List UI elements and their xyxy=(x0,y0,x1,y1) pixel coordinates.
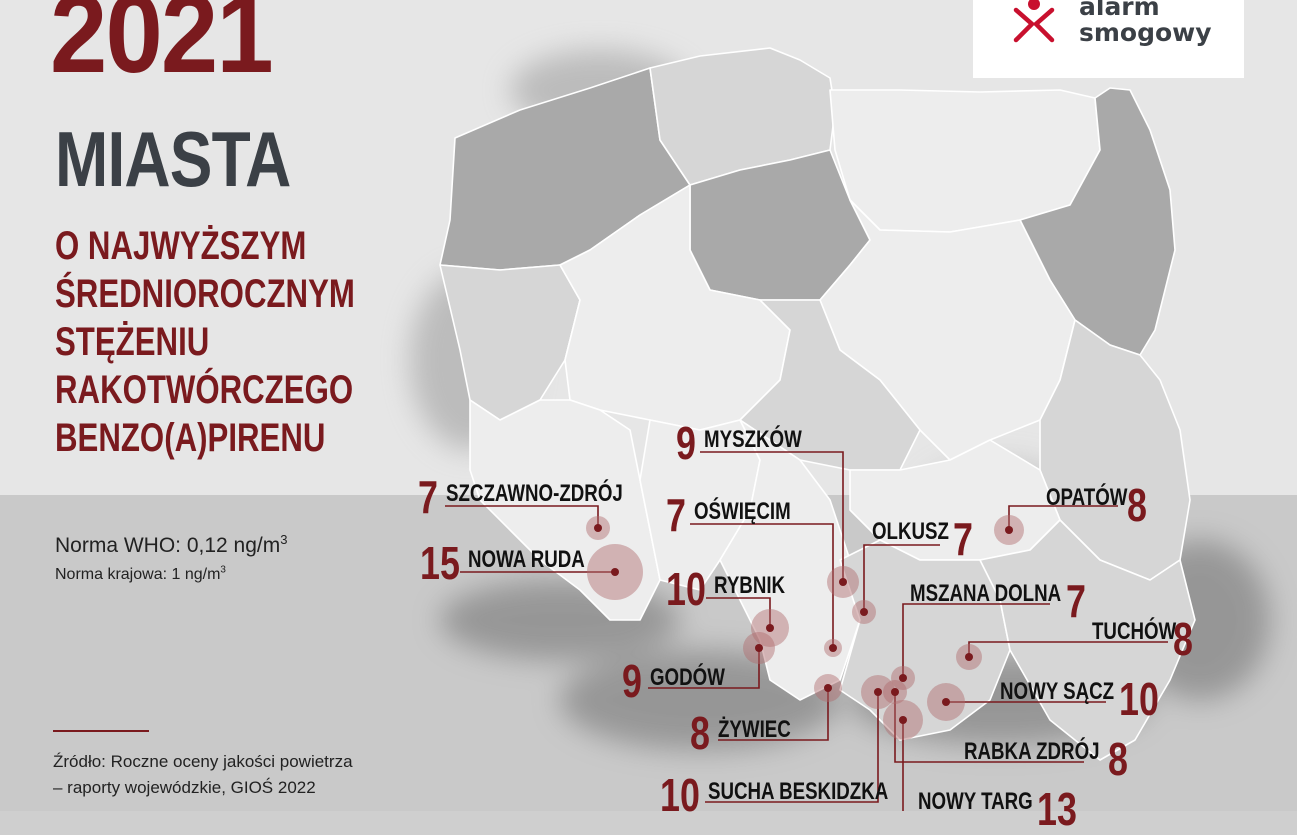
city-value: 9 xyxy=(676,417,696,469)
subtitle-line: RAKOTWÓRCZEGO xyxy=(55,368,354,412)
poland-map xyxy=(410,47,1270,811)
source-line: – raporty wojewódzkie, GIOŚ 2022 xyxy=(53,778,316,797)
city-name: ŻYWIEC xyxy=(718,716,791,743)
who-norm-text: Norma WHO: 0,12 ng/m xyxy=(55,534,281,557)
oswiecim-leader-line xyxy=(690,523,834,648)
region-slaskie xyxy=(719,419,861,701)
opatow-marker xyxy=(1005,526,1013,534)
national-norm-sup: 3 xyxy=(220,564,226,576)
city-name: NOWA RUDA xyxy=(468,546,585,573)
nowy-targ-marker xyxy=(899,716,907,724)
tuchow-marker xyxy=(965,653,973,661)
szczawno-zdroj-leader-line xyxy=(445,505,599,528)
logo-text: alarm smogowy xyxy=(1079,0,1212,47)
page-title: MIASTA xyxy=(55,115,291,203)
city-name: NOWY SĄCZ xyxy=(1000,678,1115,705)
subtitle: O NAJWYŻSZYM ŚREDNIOROCZNYM STĘŻENIU RAK… xyxy=(55,222,439,462)
logo: alarm smogowy xyxy=(973,0,1244,78)
subtitle-line: ŚREDNIOROCZNYM xyxy=(55,272,355,316)
city-value: 13 xyxy=(1036,783,1077,835)
region-podkarpackie xyxy=(979,519,1196,761)
city-value: 10 xyxy=(666,563,706,615)
source-divider xyxy=(53,730,149,732)
city-name: SZCZAWNO-ZDRÓJ xyxy=(446,480,623,507)
rybnik-marker xyxy=(766,624,774,632)
nowy-sacz-marker xyxy=(942,698,950,706)
city-name: SUCHA BESKIDZKA xyxy=(708,778,889,805)
region-pomorskie xyxy=(649,47,836,186)
subtitle-line: BENZO(A)PIRENU xyxy=(55,416,326,460)
city-name: OPATÓW xyxy=(1046,484,1128,511)
voivodeships xyxy=(439,47,1196,761)
city-name: OLKUSZ xyxy=(872,518,949,545)
sucha-beskidzka-leader-line xyxy=(705,692,879,803)
source-note: Źródło: Roczne oceny jakości powietrza –… xyxy=(53,749,433,801)
godow-marker xyxy=(755,644,763,652)
region-lubuskie xyxy=(439,264,581,421)
subtitle-line: O NAJWYŻSZYM xyxy=(55,224,307,268)
szczawno-zdroj-marker xyxy=(594,524,602,532)
mszana-dolna-leader-line xyxy=(902,603,1050,678)
opatow-leader-line xyxy=(1008,505,1118,530)
region-malopolskie xyxy=(839,539,1011,741)
city-name: RABKA ZDRÓJ xyxy=(964,738,1100,765)
city-name: TUCHÓW xyxy=(1092,618,1177,645)
city-value: 10 xyxy=(1118,673,1159,725)
city-value: 8 xyxy=(1173,613,1193,665)
rybnik-leader-line xyxy=(706,597,771,628)
godow-leader-line xyxy=(648,648,760,689)
leader-lines xyxy=(445,451,1168,811)
city-name: MYSZKÓW xyxy=(704,426,802,453)
zywiec-marker xyxy=(824,684,832,692)
city-name: NOWY TARG xyxy=(918,788,1033,815)
city-value: 9 xyxy=(622,655,642,707)
alarm-smogowy-logo-icon xyxy=(1013,0,1055,43)
zywiec-leader-line xyxy=(718,688,829,741)
city-name: MSZANA DOLNA xyxy=(910,580,1062,607)
olkusz-marker xyxy=(860,608,868,616)
source-line: Źródło: Roczne oceny jakości powietrza xyxy=(53,752,353,771)
who-norm: Norma WHO: 0,12 ng/m3 xyxy=(55,532,288,557)
year-heading: 2021 xyxy=(50,0,274,96)
tuchow-leader-line xyxy=(968,641,1168,657)
national-norm: Norma krajowa: 1 ng/m3 xyxy=(55,564,226,583)
myszkow-marker xyxy=(839,578,847,586)
city-name: RYBNIK xyxy=(714,572,786,599)
olkusz-leader-line xyxy=(863,544,940,612)
city-value: 8 xyxy=(690,707,710,759)
myszkow-leader-line xyxy=(700,451,844,582)
city-markers xyxy=(586,515,1024,740)
city-value: 7 xyxy=(418,471,438,523)
rabka-zdroj-marker xyxy=(891,688,899,696)
city-value: 7 xyxy=(666,489,686,541)
national-norm-text: Norma krajowa: 1 ng/m xyxy=(55,566,221,583)
who-norm-sup: 3 xyxy=(280,532,288,547)
city-value: 7 xyxy=(953,513,973,565)
city-name: OŚWIĘCIM xyxy=(694,498,791,525)
nowa-ruda-marker xyxy=(611,568,619,576)
oswiecim-marker xyxy=(829,644,837,652)
city-name: GODÓW xyxy=(650,664,725,691)
sucha-beskidzka-marker xyxy=(874,688,882,696)
subtitle-line: STĘŻENIU xyxy=(55,320,210,364)
city-value: 8 xyxy=(1107,733,1128,785)
city-value: 10 xyxy=(660,769,700,821)
city-value: 8 xyxy=(1127,479,1147,531)
city-value: 7 xyxy=(1066,575,1086,627)
mszana-dolna-marker xyxy=(899,674,907,682)
city-value: 15 xyxy=(420,537,460,589)
rabka-zdroj-leader-line xyxy=(894,692,1084,763)
